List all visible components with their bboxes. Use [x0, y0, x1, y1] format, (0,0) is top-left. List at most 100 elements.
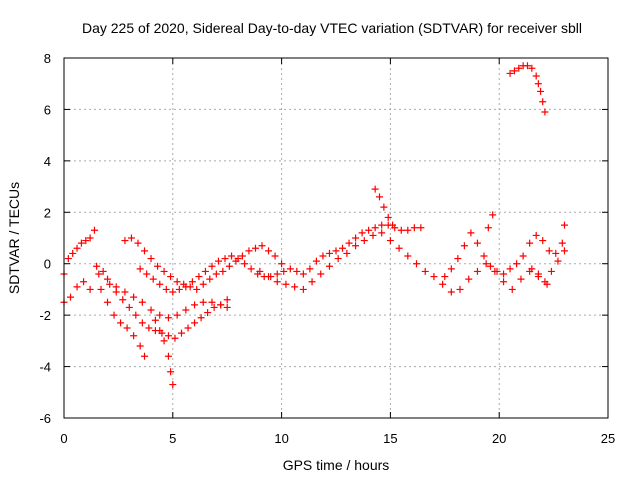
x-tick-label: 25: [601, 431, 615, 446]
data-point: [169, 288, 177, 296]
data-point: [293, 267, 301, 275]
data-point: [365, 226, 373, 234]
data-point: [413, 260, 421, 268]
data-point: [489, 211, 497, 219]
data-point: [138, 319, 146, 327]
data-point: [271, 252, 279, 260]
data-point: [164, 314, 172, 322]
data-point: [145, 324, 153, 332]
data-point: [171, 334, 179, 342]
data-point: [234, 255, 242, 263]
data-point: [523, 62, 531, 70]
data-point: [519, 252, 527, 260]
data-point: [369, 231, 377, 239]
data-point: [325, 262, 333, 270]
y-tick-label: 2: [44, 205, 51, 220]
data-point: [560, 221, 568, 229]
data-point: [493, 267, 501, 275]
data-point: [467, 229, 475, 237]
data-point: [319, 252, 327, 260]
data-point: [191, 319, 199, 327]
data-point: [217, 301, 225, 309]
data-point: [69, 249, 77, 257]
data-point: [80, 278, 88, 286]
data-point: [199, 280, 207, 288]
data-point: [90, 226, 98, 234]
data-point: [547, 267, 555, 275]
y-axis-label: SDTVAR / TECUs: [6, 182, 22, 294]
data-point: [204, 309, 212, 317]
series-track-m: [528, 247, 568, 286]
data-point: [273, 270, 281, 278]
data-point: [378, 221, 386, 229]
data-point: [343, 249, 351, 257]
data-point: [156, 327, 164, 335]
data-point: [134, 239, 142, 247]
data-point: [156, 311, 164, 319]
data-point: [99, 267, 107, 275]
data-point: [513, 260, 521, 268]
grid-lines: [64, 58, 608, 418]
data-point: [223, 303, 231, 311]
data-point: [97, 285, 105, 293]
data-point: [164, 352, 172, 360]
x-tick-label: 10: [274, 431, 288, 446]
data-point: [460, 242, 468, 250]
data-point: [136, 265, 144, 273]
y-tick-label: 0: [44, 257, 51, 272]
data-point: [95, 270, 103, 278]
data-point: [160, 267, 168, 275]
series-track-j: [371, 185, 397, 229]
data-point: [110, 311, 118, 319]
axis-ticks: 0 5 10 15 20 25 -6 -4 -2 0 2 4 6 8: [39, 51, 615, 446]
data-point: [154, 262, 162, 270]
data-point: [517, 275, 525, 283]
data-point: [317, 270, 325, 278]
data-point: [371, 224, 379, 232]
data-point: [376, 193, 384, 201]
data-point: [121, 237, 129, 245]
data-point: [473, 239, 481, 247]
data-point: [175, 285, 183, 293]
y-tick-label: 6: [44, 102, 51, 117]
data-point: [441, 273, 449, 281]
data-point: [104, 275, 112, 283]
data-point: [454, 255, 462, 263]
data-point: [534, 80, 542, 88]
series-track-g: [121, 234, 286, 293]
data-point: [228, 252, 236, 260]
data-point: [162, 285, 170, 293]
data-point: [282, 280, 290, 288]
data-point: [117, 319, 125, 327]
x-axis-label: GPS time / hours: [283, 457, 390, 473]
y-tick-label: -2: [39, 308, 51, 323]
series-track-d: [95, 270, 231, 322]
data-point: [395, 244, 403, 252]
data-point: [539, 237, 547, 245]
series-track-i: [256, 229, 551, 296]
data-point: [167, 273, 175, 281]
data-point: [214, 257, 222, 265]
data-point: [119, 296, 127, 304]
data-point: [182, 306, 190, 314]
data-point: [358, 229, 366, 237]
data-point: [164, 332, 172, 340]
data-point: [528, 64, 536, 72]
data-point: [545, 247, 553, 255]
x-tick-label: 20: [492, 431, 506, 446]
data-point: [447, 288, 455, 296]
series-track-n: [506, 62, 549, 116]
data-point: [67, 293, 75, 301]
data-point: [195, 273, 203, 281]
data-point: [193, 285, 201, 293]
data-point: [265, 247, 273, 255]
data-point: [510, 67, 518, 75]
data-point: [130, 332, 138, 340]
data-point: [82, 237, 90, 245]
data-point: [127, 234, 135, 242]
data-point: [73, 283, 81, 291]
series-track-a: [60, 226, 98, 278]
data-point: [123, 324, 131, 332]
data-point: [223, 296, 231, 304]
